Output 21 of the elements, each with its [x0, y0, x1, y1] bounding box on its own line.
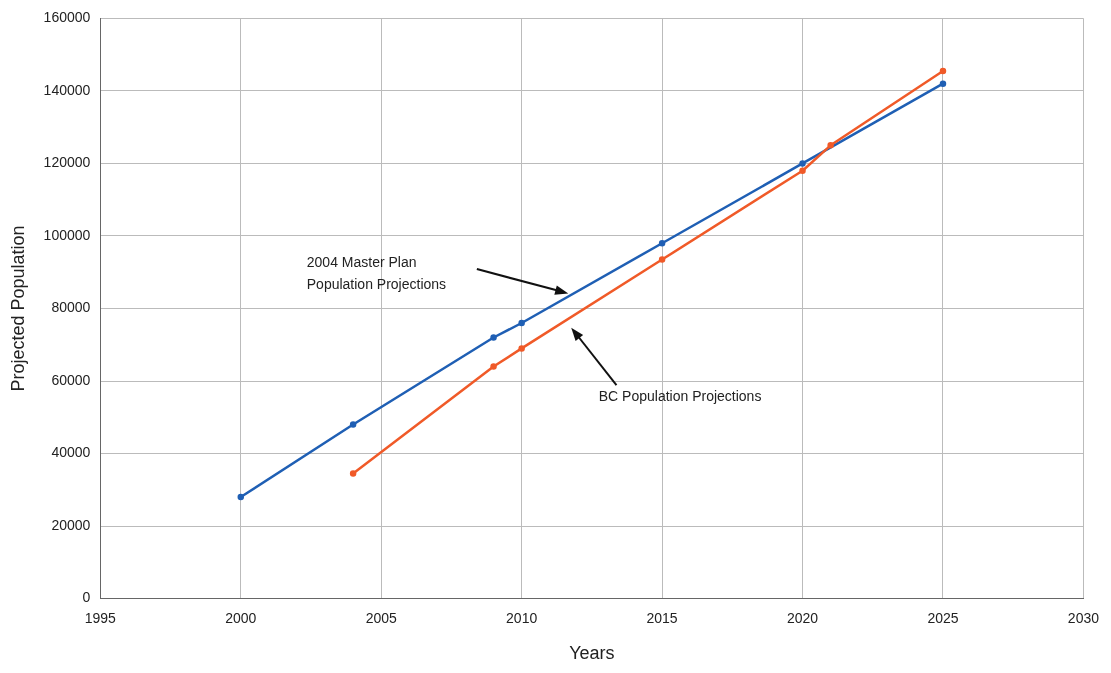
y-tick-label: 160000: [43, 9, 91, 26]
y-tick-label: 80000: [51, 299, 91, 316]
x-tick-label: 2020: [786, 609, 819, 626]
annotation: BC Population Projections: [598, 387, 762, 404]
x-tick-label: 2030: [1067, 609, 1100, 626]
y-tick-label: 140000: [43, 81, 91, 98]
y-axis-title: Projected Population: [7, 225, 28, 392]
y-tick-label: 40000: [51, 444, 91, 461]
y-tick-label: 20000: [51, 516, 91, 533]
annotation: 2004 Master Plan Population Projections: [306, 254, 447, 293]
x-tick-label: 2015: [646, 609, 678, 626]
x-tick-label: 2000: [225, 609, 257, 626]
x-axis-title: Years: [569, 643, 615, 664]
x-tick-label: 1995: [84, 609, 117, 626]
y-tick-label: 0: [82, 589, 91, 606]
y-tick-label: 120000: [43, 154, 91, 171]
y-tick-label: 60000: [51, 371, 91, 388]
x-tick-label: 2005: [365, 609, 397, 626]
y-tick-label: 100000: [43, 226, 91, 243]
x-tick-label: 2025: [927, 609, 959, 626]
x-tick-label: 2010: [506, 609, 538, 626]
